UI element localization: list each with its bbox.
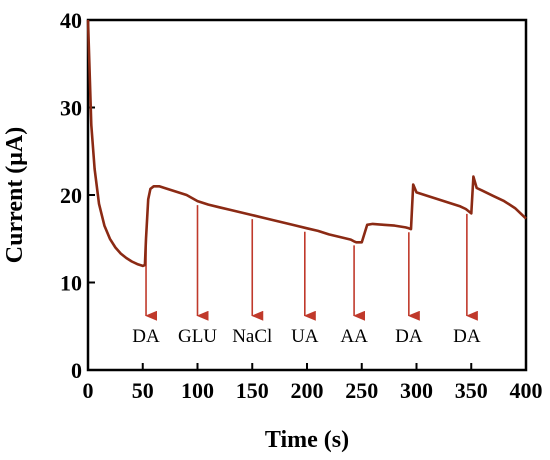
y-axis-ticks: 0 10 20 30 40	[60, 8, 95, 383]
annotation-label: UA	[291, 326, 319, 347]
annotation-label: NaCl	[232, 326, 272, 347]
series-lines	[86, 19, 527, 268]
x-tick-label: 200	[291, 378, 324, 403]
y-axis-title: Current (μA)	[2, 127, 28, 263]
x-axis-title: Time (s)	[265, 427, 349, 453]
x-tick-label: 350	[455, 378, 488, 403]
current-series-line	[86, 19, 527, 268]
x-tick-label: 300	[400, 378, 433, 403]
y-tick-label: 0	[71, 358, 82, 383]
x-tick-label: 50	[132, 378, 154, 403]
annotation-label: DA	[395, 326, 423, 347]
injection-annotations: DA GLU NaCl UA AA DA DA	[132, 205, 481, 347]
annotation-label: GLU	[178, 326, 217, 347]
y-tick-label: 30	[60, 96, 82, 121]
y-tick-label: 10	[60, 271, 82, 296]
y-tick-label: 40	[60, 8, 82, 33]
x-tick-label: 400	[510, 378, 543, 403]
plot-frame	[86, 18, 528, 372]
x-tick-label: 0	[83, 378, 94, 403]
y-tick-label: 20	[60, 183, 82, 208]
x-tick-label: 100	[181, 378, 214, 403]
x-axis-ticks: 0 50 100 150 200 250 300 350 400	[83, 363, 543, 403]
annotation-label: DA	[453, 326, 481, 347]
annotation-label: DA	[132, 326, 160, 347]
annotation-label: AA	[340, 326, 368, 347]
x-tick-label: 150	[236, 378, 269, 403]
x-tick-label: 250	[345, 378, 378, 403]
